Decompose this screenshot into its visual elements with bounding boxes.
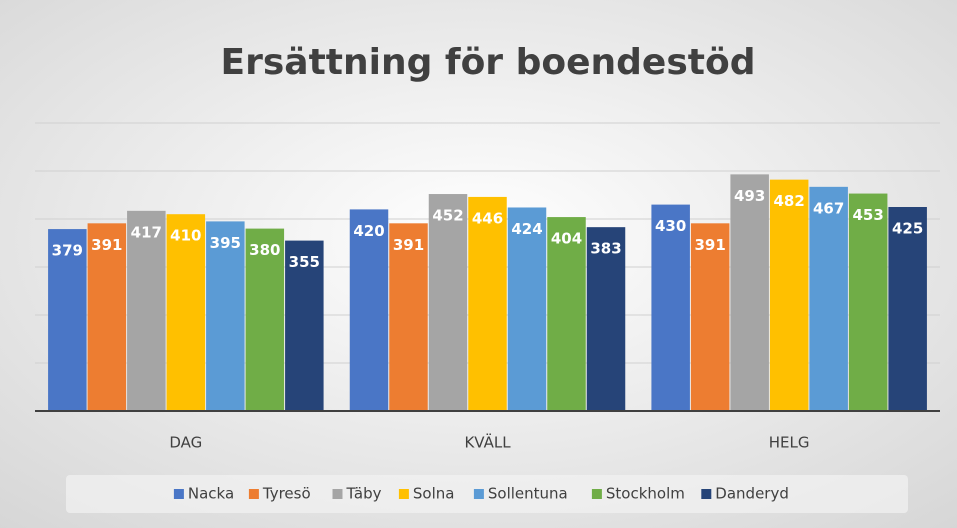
legend-label: Nacka [188,485,234,503]
bar [586,227,626,411]
x-tick-label: KVÄLL [464,433,511,452]
bar [547,217,586,411]
bar [428,194,468,411]
data-label: 380 [249,241,280,259]
chart-title: Ersättning för boendestöd [221,42,756,83]
legend-swatch [591,489,602,499]
data-label: 430 [655,217,686,235]
data-label: 493 [734,187,765,205]
data-label: 391 [91,236,122,254]
bar [87,223,127,411]
data-label: 404 [551,230,582,248]
bar [468,196,507,411]
bar [888,207,927,411]
bar [349,209,389,411]
data-label: 453 [853,206,884,224]
data-label: 391 [393,236,424,254]
bar [507,207,547,411]
x-tick-label: DAG [169,434,202,452]
data-label: 424 [511,220,542,238]
bar [166,214,206,411]
bar [389,223,428,411]
bar [285,240,324,411]
data-label: 417 [131,223,162,241]
data-label: 395 [210,234,241,252]
bar [245,228,285,411]
legend-box [66,475,908,513]
legend-label: Sollentuna [488,485,568,503]
bar [809,186,848,411]
data-label: 355 [289,253,320,271]
bar [848,193,888,411]
legend-swatch [473,489,484,499]
bar [127,210,166,411]
legend-label: Tyresö [262,485,311,503]
legend-swatch [701,489,712,499]
data-label: 446 [472,209,503,227]
legend-label: Danderyd [715,485,789,503]
x-tick-label: HELG [769,434,810,452]
legend-swatch [173,489,184,499]
data-label: 391 [695,236,726,254]
legend-label: Täby [346,485,382,503]
legend-swatch [398,489,409,499]
bar [48,229,87,411]
bar [690,223,730,411]
data-label: 452 [432,207,463,225]
legend-swatch [248,489,259,499]
data-label: 410 [170,227,201,245]
bar [206,221,245,411]
legend-swatch [332,489,343,499]
data-label: 383 [590,240,621,258]
data-label: 467 [813,199,844,217]
bar [730,174,769,411]
data-label: 379 [52,242,83,260]
data-label: 420 [353,222,384,240]
legend-label: Solna [413,485,455,503]
data-label: 425 [892,220,923,238]
data-label: 482 [774,192,805,210]
bar [651,204,690,411]
bar [769,179,809,411]
legend-label: Stockholm [606,485,685,503]
